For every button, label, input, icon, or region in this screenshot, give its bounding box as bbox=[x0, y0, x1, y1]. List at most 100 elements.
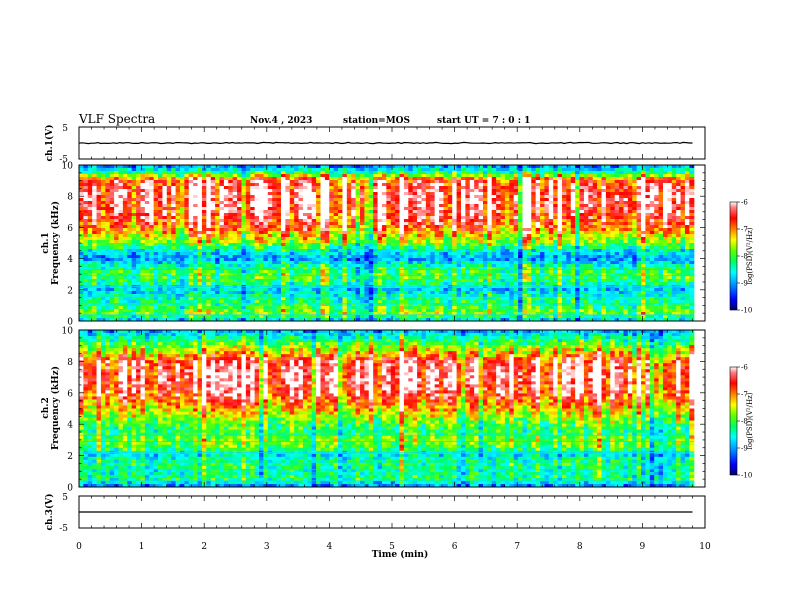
spectrogram-cell bbox=[162, 288, 168, 292]
spectrogram-cell bbox=[360, 267, 366, 271]
spectrogram-cell bbox=[210, 309, 216, 313]
spectrogram-cell bbox=[259, 264, 265, 268]
spectrogram-cell bbox=[399, 225, 405, 229]
spectrogram-cell bbox=[276, 210, 282, 214]
spectrogram-cell bbox=[127, 195, 133, 199]
spectrogram-cell bbox=[144, 231, 150, 235]
spectrogram-cell bbox=[307, 189, 313, 193]
spectrogram-cell bbox=[114, 168, 120, 172]
spectrogram-cell bbox=[333, 204, 339, 208]
spectrogram-cell bbox=[302, 219, 308, 223]
spectrogram-cell bbox=[434, 237, 440, 241]
spectrogram-cell bbox=[434, 255, 440, 259]
spectrogram-cell bbox=[447, 216, 453, 220]
spectrogram-cell bbox=[184, 183, 190, 187]
spectrogram-cell bbox=[254, 279, 260, 283]
spectrogram-cell bbox=[456, 174, 462, 178]
spectrogram-cell bbox=[324, 306, 330, 310]
spectrogram-cell bbox=[469, 297, 475, 301]
spectrogram-cell bbox=[364, 177, 370, 181]
spectrogram-cell bbox=[439, 237, 445, 241]
spectrogram-cell bbox=[329, 168, 335, 172]
spectrogram-cell bbox=[280, 177, 286, 181]
spectrogram-cell bbox=[223, 204, 229, 208]
spectrogram-cell bbox=[373, 252, 379, 256]
spectrogram-cell bbox=[469, 195, 475, 199]
spectrogram-cell bbox=[377, 180, 383, 184]
spectrogram-cell bbox=[360, 207, 366, 211]
spectrogram-cell bbox=[386, 249, 392, 253]
spectrogram-cell bbox=[114, 309, 120, 313]
spectrogram-cell bbox=[478, 276, 484, 280]
spectrogram-cell bbox=[267, 210, 273, 214]
spectrogram-cell bbox=[338, 249, 344, 253]
spectrogram-cell bbox=[311, 213, 317, 217]
spectrogram-cell bbox=[184, 318, 190, 321]
spectrogram-cell bbox=[136, 168, 142, 172]
spectrogram-cell bbox=[425, 198, 431, 202]
spectrogram-cell bbox=[158, 198, 164, 202]
spectrogram-cell bbox=[364, 228, 370, 232]
spectrogram-cell bbox=[474, 195, 480, 199]
spectrogram-cell bbox=[417, 264, 423, 268]
spectrogram-cell bbox=[381, 237, 387, 241]
spectrogram-cell bbox=[487, 267, 493, 271]
spectrogram-cell bbox=[474, 168, 480, 172]
spectrogram-cell bbox=[285, 231, 291, 235]
spectrogram-cell bbox=[395, 201, 401, 205]
spectrogram-cell bbox=[417, 174, 423, 178]
spectrogram-cell bbox=[381, 303, 387, 307]
spectrogram-cell bbox=[403, 189, 409, 193]
spectrogram-cell bbox=[478, 237, 484, 241]
spectrogram-cell bbox=[368, 267, 374, 271]
spectrogram-cell bbox=[201, 255, 207, 259]
spectrogram-cell bbox=[469, 219, 475, 223]
spectrogram-cell bbox=[228, 165, 234, 169]
spectrogram-cell bbox=[412, 249, 418, 253]
spectrogram-cell bbox=[302, 234, 308, 238]
spectrogram-cell bbox=[215, 276, 221, 280]
spectrogram-cell bbox=[276, 270, 282, 274]
spectrogram-cell bbox=[373, 255, 379, 259]
spectrogram-cell bbox=[338, 186, 344, 190]
spectrogram-cell bbox=[294, 300, 300, 304]
spectrogram-cell bbox=[346, 312, 352, 316]
spectrogram-cell bbox=[100, 261, 106, 265]
spectrogram-cell bbox=[158, 207, 164, 211]
spectrogram-cell bbox=[465, 201, 471, 205]
spectrogram-cell bbox=[482, 297, 488, 301]
spectrogram-cell bbox=[302, 309, 308, 313]
spectrogram-cell bbox=[377, 282, 383, 286]
spectrogram-cell bbox=[360, 303, 366, 307]
spectrogram-cell bbox=[171, 183, 177, 187]
spectrogram-cell bbox=[171, 249, 177, 253]
spectrogram-cell bbox=[478, 198, 484, 202]
spectrogram-cell bbox=[237, 177, 243, 181]
spectrogram-cell bbox=[302, 315, 308, 319]
spectrogram-cell bbox=[158, 213, 164, 217]
spectrogram-cell bbox=[430, 309, 436, 313]
spectrogram-cell bbox=[179, 282, 185, 286]
spectrogram-cell bbox=[425, 222, 431, 226]
spectrogram-cell bbox=[307, 306, 313, 310]
spectrogram-cell bbox=[307, 240, 313, 244]
spectrogram-cell bbox=[276, 168, 282, 172]
spectrogram-cell bbox=[364, 171, 370, 175]
spectrogram-cell bbox=[425, 297, 431, 301]
spectrogram-cell bbox=[381, 249, 387, 253]
spectrogram-cell bbox=[153, 201, 159, 205]
spectrogram-cell bbox=[434, 264, 440, 268]
spectrogram-cell bbox=[360, 279, 366, 283]
spectrogram-cell bbox=[184, 309, 190, 313]
spectrogram-cell bbox=[131, 165, 137, 169]
spectrogram-cell bbox=[272, 198, 278, 202]
spectrogram-cell bbox=[219, 231, 225, 235]
spectrogram-cell bbox=[114, 225, 120, 229]
spectrogram-cell bbox=[482, 231, 488, 235]
spectrogram-cell bbox=[289, 309, 295, 313]
spectrogram-cell bbox=[109, 234, 115, 238]
spectrogram-cell bbox=[92, 267, 98, 271]
spectrogram-cell bbox=[421, 186, 427, 190]
spectrogram-cell bbox=[210, 186, 216, 190]
spectrogram-cell bbox=[100, 216, 106, 220]
